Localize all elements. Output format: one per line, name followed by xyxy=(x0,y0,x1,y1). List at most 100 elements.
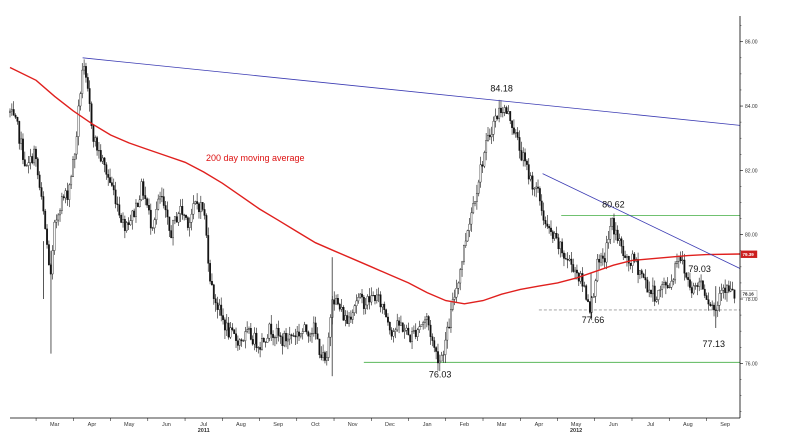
candle-body xyxy=(427,316,430,326)
candle xyxy=(275,323,278,345)
candle xyxy=(207,227,210,272)
candle xyxy=(59,208,61,222)
candle-body xyxy=(253,332,256,345)
candle-body xyxy=(513,127,515,134)
candle-body xyxy=(362,296,365,309)
candle-body xyxy=(640,270,643,275)
candle-body xyxy=(644,277,647,281)
candle-body xyxy=(405,327,408,331)
candle-body xyxy=(731,288,734,291)
candle-body xyxy=(661,284,664,290)
candle-body xyxy=(709,303,712,306)
candle xyxy=(203,203,206,220)
candle xyxy=(627,255,630,272)
axes-group xyxy=(10,16,741,419)
candle-body xyxy=(401,322,404,332)
candle xyxy=(651,277,654,302)
candle xyxy=(366,294,369,310)
candle-body xyxy=(437,351,439,364)
candle xyxy=(281,333,284,355)
candle xyxy=(526,159,528,171)
candle xyxy=(629,262,632,270)
candle-body xyxy=(133,210,136,217)
candle-body xyxy=(520,150,523,161)
candle xyxy=(136,202,139,208)
candle-body xyxy=(172,219,174,239)
candle-body xyxy=(142,181,145,196)
candle-body xyxy=(442,354,445,356)
candle-body xyxy=(453,296,456,300)
candle-body xyxy=(572,264,575,272)
candle-body xyxy=(689,279,691,288)
candle xyxy=(588,301,591,314)
candle-body xyxy=(509,111,512,121)
candle xyxy=(325,350,328,366)
candle xyxy=(403,324,406,339)
candle-body xyxy=(359,293,362,298)
candle-body xyxy=(568,258,571,261)
candle-body xyxy=(546,223,549,227)
candle-body xyxy=(325,357,328,361)
candle-body xyxy=(83,66,86,71)
candle xyxy=(466,229,469,242)
candle-body xyxy=(487,134,489,141)
candle-body xyxy=(420,324,423,327)
candle-body xyxy=(637,259,639,275)
candle xyxy=(72,156,74,178)
candle xyxy=(681,250,684,265)
candle xyxy=(51,245,54,280)
candle-body xyxy=(170,230,173,239)
candle-body xyxy=(218,304,221,310)
candle xyxy=(220,297,223,322)
candle xyxy=(125,220,128,233)
candle-body xyxy=(388,322,391,331)
candle-body xyxy=(98,150,100,152)
candle xyxy=(481,161,484,174)
candle-body xyxy=(624,255,627,258)
candle xyxy=(620,236,623,254)
candle xyxy=(624,250,627,259)
candle-body xyxy=(38,174,41,188)
candle-body xyxy=(685,272,688,278)
candle xyxy=(299,333,302,339)
candle xyxy=(527,158,530,185)
price-tag-box xyxy=(740,290,758,298)
candle xyxy=(718,286,721,312)
candle-body xyxy=(583,285,586,287)
candle-body xyxy=(588,301,591,313)
candle xyxy=(10,103,13,116)
candle-body xyxy=(51,250,54,275)
candle-body xyxy=(190,213,193,223)
candle-body xyxy=(157,198,160,210)
candle xyxy=(687,271,690,287)
candle xyxy=(311,327,313,343)
candle xyxy=(290,333,293,344)
candle xyxy=(668,283,671,289)
candle xyxy=(338,302,341,312)
candle-body xyxy=(236,340,239,346)
candle-body xyxy=(429,324,432,337)
candle xyxy=(109,168,111,184)
candle-body xyxy=(698,281,701,287)
moving-average-group xyxy=(9,66,741,305)
candle-body xyxy=(68,184,71,200)
candle-body xyxy=(629,262,632,266)
candle-body xyxy=(601,255,604,259)
candle-body xyxy=(550,227,552,232)
candle xyxy=(631,250,634,273)
candle-body xyxy=(207,235,210,264)
candle-body xyxy=(729,288,732,292)
value-annotation: 84.18 xyxy=(490,83,513,93)
candle xyxy=(679,251,682,264)
candle xyxy=(711,300,714,311)
candle-body xyxy=(611,218,614,227)
candle xyxy=(188,217,191,237)
candle xyxy=(303,321,306,332)
candle xyxy=(288,326,291,346)
candle xyxy=(564,253,567,260)
x-tick-label: May xyxy=(571,422,582,428)
candle xyxy=(568,255,571,262)
candle xyxy=(133,208,136,218)
candle-body xyxy=(353,305,356,314)
candle xyxy=(248,326,250,334)
